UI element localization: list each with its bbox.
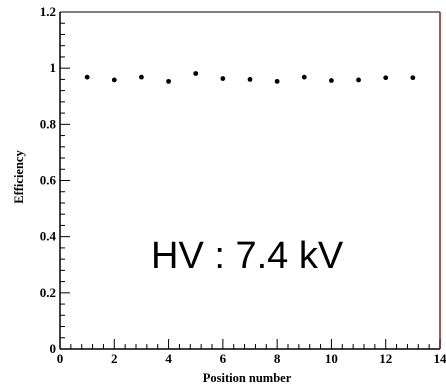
y-tick-label: 0 <box>50 341 57 356</box>
x-tick-label: 6 <box>220 351 227 366</box>
y-tick-label: 0.2 <box>40 285 56 300</box>
hv-annotation: HV : 7.4 kV <box>151 235 344 277</box>
data-point <box>84 74 90 80</box>
y-tick-label: 1 <box>50 60 57 75</box>
y-tick-label: 0.4 <box>40 229 57 244</box>
y-tick-label: 0.6 <box>40 173 57 188</box>
x-tick-label: 0 <box>57 351 64 366</box>
x-tick-label: 14 <box>434 351 446 366</box>
data-point <box>166 78 171 84</box>
x-tick-label: 8 <box>274 351 281 366</box>
data-point <box>111 77 117 83</box>
data-point <box>356 77 361 83</box>
data-point <box>301 74 307 80</box>
x-tick-label: 12 <box>379 351 392 366</box>
data-point <box>329 78 334 83</box>
y-tick-label: 0.8 <box>40 116 57 131</box>
data-point <box>139 74 144 80</box>
ticks <box>59 11 441 350</box>
x-tick-label: 2 <box>111 351 118 366</box>
tick-labels: 0 0.2 0.4 0.6 0.8 1 1.2 0 2 4 6 8 10 12 14 <box>40 4 446 366</box>
x-tick-label: 4 <box>165 351 172 366</box>
x-tick-label: 10 <box>325 351 338 366</box>
axes <box>59 11 441 350</box>
data-point <box>410 75 416 81</box>
y-axis-title: Efficiency <box>12 150 26 204</box>
x-axis-title: Position number <box>203 371 292 385</box>
data-point <box>247 77 253 82</box>
data-points <box>84 71 416 84</box>
data-point <box>383 75 389 81</box>
data-point <box>274 78 280 84</box>
data-point <box>193 71 199 76</box>
data-point <box>220 76 226 81</box>
y-tick-label: 1.2 <box>40 4 56 19</box>
